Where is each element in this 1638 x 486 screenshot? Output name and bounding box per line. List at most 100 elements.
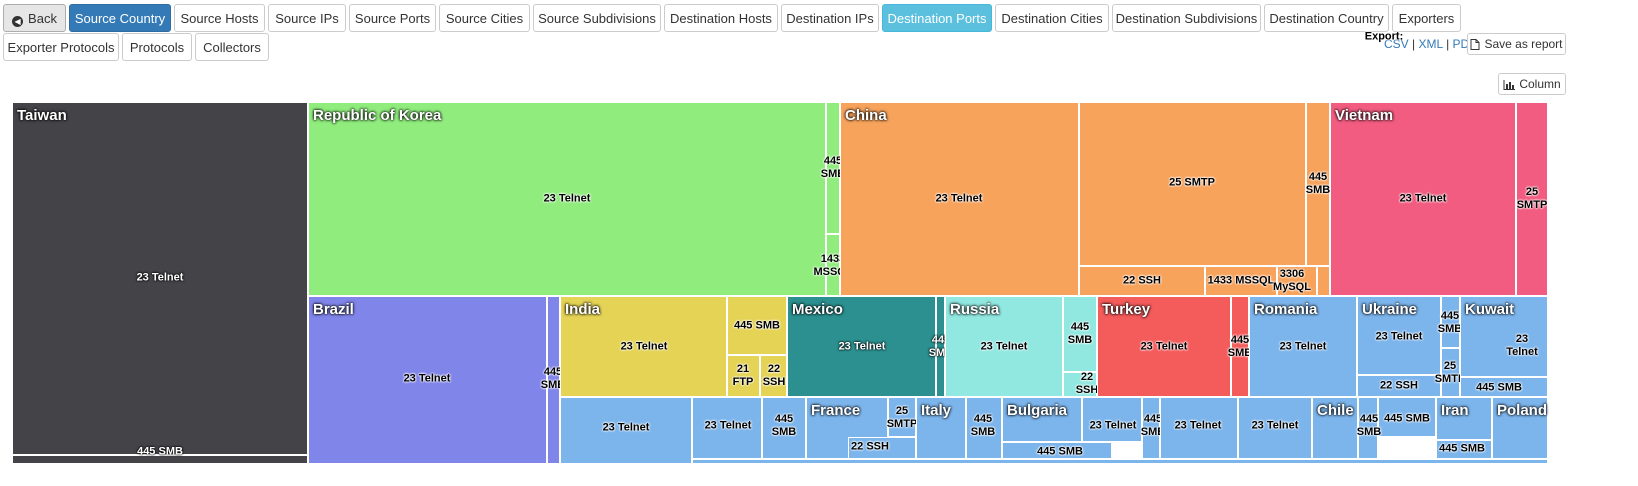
tab-source-cities[interactable]: Source Cities <box>439 4 530 32</box>
export-separator: | <box>1446 37 1450 51</box>
treemap-country-republic-of-korea[interactable] <box>308 102 826 296</box>
treemap-port-cell[interactable] <box>966 397 1002 459</box>
country-label-turkey: Turkey <box>1102 301 1151 318</box>
tab-source-country[interactable]: Source Country <box>69 4 171 32</box>
arrow-left-circle-icon: ◀ <box>12 16 24 27</box>
treemap-port-cell[interactable] <box>888 397 916 437</box>
treemap-port-cell[interactable] <box>1436 440 1492 459</box>
treemap-port-cell[interactable] <box>1441 348 1460 397</box>
tab-source-ips[interactable]: Source IPs <box>268 4 346 32</box>
tab-source-ports[interactable]: Source Ports <box>349 4 436 32</box>
treemap-port-cell[interactable] <box>692 397 762 459</box>
treemap-port-cell[interactable] <box>1002 442 1112 459</box>
export-bar: Export: CSV | XML | PDF <box>1365 31 1477 52</box>
tab-source-hosts[interactable]: Source Hosts <box>174 4 265 32</box>
treemap-port-cell[interactable] <box>12 455 308 464</box>
treemap-port-cell[interactable] <box>1516 102 1548 296</box>
treemap-country-brazil[interactable] <box>308 296 547 464</box>
treemap-country-kuwait[interactable] <box>1460 296 1548 377</box>
country-label-vietnam: Vietnam <box>1335 107 1394 124</box>
treemap-port-cell[interactable] <box>1441 296 1460 348</box>
treemap-port-cell[interactable] <box>1205 266 1277 296</box>
tab-destination-ports[interactable]: Destination Ports <box>882 4 992 32</box>
country-label-taiwan: Taiwan <box>17 107 67 124</box>
port-label: 23 Telnet <box>543 192 591 205</box>
treemap-port-cell[interactable] <box>1231 296 1249 397</box>
port-label: 23 Telnet <box>1174 419 1222 432</box>
treemap-country-india[interactable] <box>560 296 727 397</box>
country-label-brazil: Brazil <box>313 301 354 318</box>
treemap-port-cell[interactable] <box>1160 397 1238 459</box>
treemap-port-cell[interactable] <box>560 397 692 464</box>
treemap-port-cell[interactable] <box>547 296 560 464</box>
tab-source-subdivisions[interactable]: Source Subdivisions <box>533 4 661 32</box>
treemap-port-cell[interactable] <box>1277 266 1317 296</box>
treemap-country-chile[interactable] <box>1312 397 1358 459</box>
treemap-port-cell[interactable] <box>692 459 1548 464</box>
port-label: 445 SMB <box>1384 412 1430 425</box>
tab-destination-cities[interactable]: Destination Cities <box>995 4 1109 32</box>
port-label: 23 Telnet <box>935 192 983 205</box>
treemap-port-cell[interactable] <box>1238 397 1312 459</box>
treemap-port-cell[interactable] <box>1063 372 1097 397</box>
tab-exporter-protocols[interactable]: Exporter Protocols <box>3 33 119 61</box>
port-label: 23 Telnet <box>980 340 1028 353</box>
treemap-port-cell[interactable] <box>1460 377 1548 397</box>
treemap-port-cell[interactable] <box>762 397 806 459</box>
export-csv-link[interactable]: CSV <box>1384 37 1409 51</box>
treemap-port-cell[interactable] <box>826 234 840 296</box>
country-label-bulgaria: Bulgaria <box>1007 402 1068 419</box>
treemap-country-china[interactable] <box>840 102 1079 296</box>
tab-collectors[interactable]: Collectors <box>195 33 269 61</box>
treemap-port-cell[interactable] <box>760 355 787 397</box>
back-button[interactable]: ◀ Back <box>3 4 66 32</box>
country-label-romania: Romania <box>1254 301 1318 318</box>
tab-protocols[interactable]: Protocols <box>122 33 192 61</box>
treemap-port-cell[interactable] <box>727 355 760 397</box>
treemap-port-cell[interactable] <box>1082 397 1142 442</box>
port-label: 445 SMB <box>1476 381 1522 394</box>
port-label: 21 FTP <box>732 363 754 388</box>
port-label: 445 SMB <box>1439 442 1485 455</box>
export-xml-link[interactable]: XML <box>1418 37 1443 51</box>
country-label-chile: Chile <box>1317 402 1354 419</box>
treemap-country-taiwan[interactable] <box>12 102 308 455</box>
tab-destination-subdivisions[interactable]: Destination Subdivisions <box>1112 4 1261 32</box>
treemap-country-turkey[interactable] <box>1097 296 1231 397</box>
port-label: 23 Telnet <box>403 372 451 385</box>
save-as-report-button[interactable]: Save as report <box>1467 33 1566 55</box>
treemap-port-cell[interactable] <box>1079 102 1306 266</box>
treemap-country-mexico[interactable] <box>787 296 936 397</box>
country-label-republic-of-korea: Republic of Korea <box>313 107 442 124</box>
treemap-country-italy[interactable] <box>916 397 966 459</box>
treemap-chart: Taiwan 23 Telnet 445 SMB Republic of Kor… <box>12 102 1548 464</box>
port-label: 22 SSH <box>1075 371 1099 396</box>
treemap-port-cell[interactable] <box>1358 397 1378 459</box>
treemap-port-cell[interactable] <box>1063 296 1097 372</box>
treemap-country-ukraine[interactable] <box>1357 296 1441 375</box>
treemap-country-bulgaria[interactable] <box>1002 397 1082 442</box>
tab-exporters[interactable]: Exporters <box>1392 4 1461 32</box>
port-label: 25 SMTP <box>1516 186 1548 211</box>
treemap-port-cell[interactable] <box>848 437 916 459</box>
port-label: 445 SMB <box>1227 334 1253 359</box>
treemap-country-romania[interactable] <box>1249 296 1357 397</box>
treemap-country-russia[interactable] <box>945 296 1063 397</box>
tab-destination-country[interactable]: Destination Country <box>1264 4 1389 32</box>
treemap-port-cell[interactable] <box>1378 397 1436 437</box>
treemap-port-cell[interactable] <box>936 296 945 397</box>
treemap-country-vietnam[interactable] <box>1330 102 1516 296</box>
treemap-country-poland[interactable] <box>1492 397 1548 459</box>
column-chart-button[interactable]: Column <box>1498 73 1566 95</box>
tab-destination-ips[interactable]: Destination IPs <box>781 4 879 32</box>
treemap-port-cell[interactable] <box>727 296 787 355</box>
treemap-port-cell[interactable] <box>826 102 840 234</box>
treemap-port-cell[interactable] <box>1317 266 1330 296</box>
treemap-port-cell[interactable] <box>1142 397 1160 459</box>
treemap-port-cell[interactable] <box>1357 375 1441 397</box>
tab-destination-hosts[interactable]: Destination Hosts <box>664 4 778 32</box>
treemap-country-iran[interactable] <box>1436 397 1492 440</box>
treemap-port-cell[interactable] <box>1306 102 1330 266</box>
treemap-port-cell[interactable] <box>1079 266 1205 296</box>
port-label: 23 Telnet <box>1089 419 1137 432</box>
